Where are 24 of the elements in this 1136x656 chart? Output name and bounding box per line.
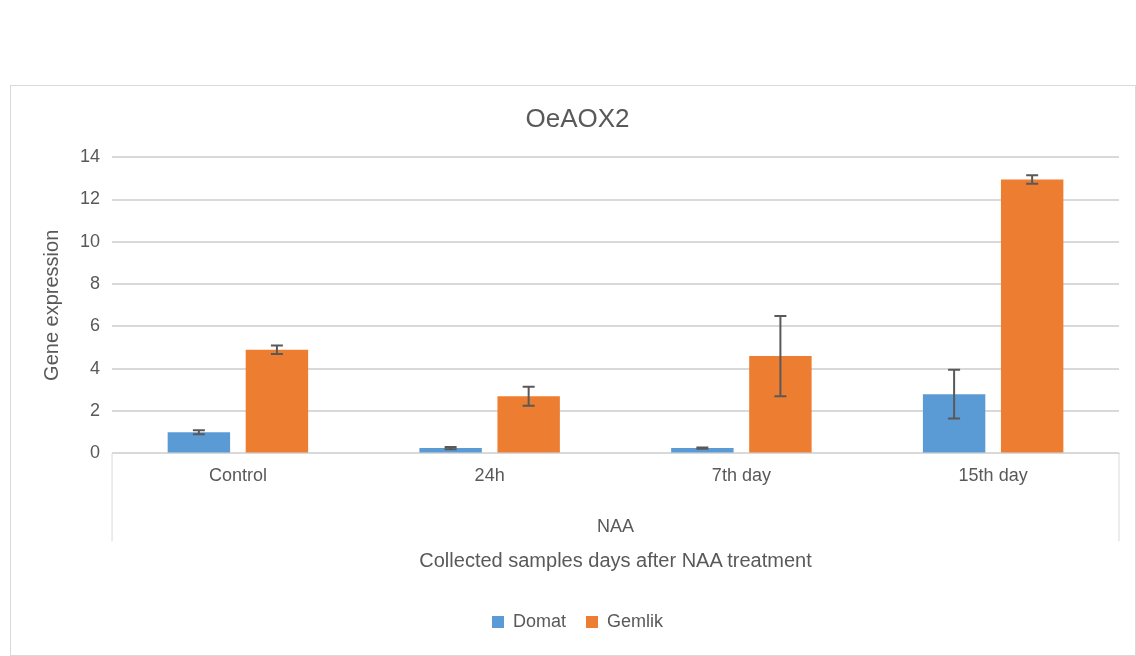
bar <box>245 349 309 453</box>
x-tick-label: 24h <box>474 465 505 486</box>
y-tick-label: 10 <box>79 230 101 251</box>
bar <box>497 396 560 453</box>
y-tick-label: 12 <box>79 188 101 209</box>
y-tick-label: 4 <box>90 357 101 378</box>
text: NAA <box>597 516 635 537</box>
y-tick-label: 14 <box>79 146 101 167</box>
y-tick-label: 0 <box>90 442 101 463</box>
y-tick-label: 2 <box>90 400 101 421</box>
bar <box>922 394 986 453</box>
x-tick-label: 7th day <box>711 465 771 486</box>
x-tick-label: 15th day <box>958 465 1028 486</box>
legend-label: Gemlik <box>607 610 665 631</box>
y-tick-label: 6 <box>90 315 101 336</box>
legend-label: Domat <box>512 610 567 631</box>
x-tick-label: Control <box>208 465 267 486</box>
y-tick-label: 8 <box>90 273 101 294</box>
chart-title: OeAOX2 <box>525 102 630 133</box>
bar <box>1000 179 1064 453</box>
x-axis-title: Collected samples days after NAA treatment <box>419 548 813 571</box>
y-axis-title: Gene expression <box>39 229 62 381</box>
bar <box>749 356 812 453</box>
bar <box>167 432 231 453</box>
